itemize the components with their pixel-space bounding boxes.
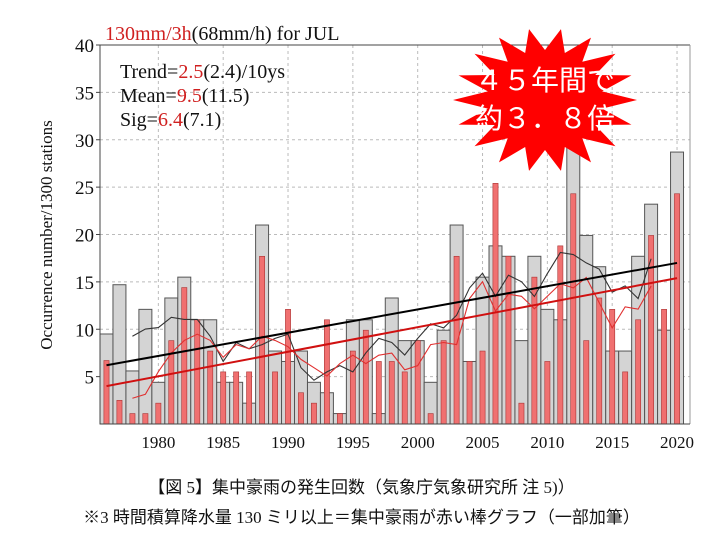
x-tick-label: 1990 bbox=[271, 433, 305, 452]
caption-line-2: ※3 時間積算降水量 130 ミリ以上＝集中豪雨が赤い棒グラフ（一部加筆） bbox=[83, 508, 640, 527]
red-bar bbox=[622, 371, 629, 425]
red-bar bbox=[362, 329, 369, 425]
x-tick-label: 2005 bbox=[466, 433, 500, 452]
red-bar bbox=[518, 402, 525, 425]
red-bar bbox=[583, 340, 590, 425]
red-bar bbox=[349, 350, 356, 425]
y-tick-label: 15 bbox=[75, 273, 94, 294]
chart: 5 10 15 20 25 30 35 40 1980 1985 1990 1995 2000 2005 2… bbox=[37, 23, 694, 452]
red-bar bbox=[103, 360, 110, 425]
red-bar bbox=[285, 309, 291, 425]
red-bar bbox=[155, 402, 162, 425]
red-bar bbox=[401, 371, 408, 425]
x-tick-label: 2015 bbox=[595, 433, 629, 452]
red-bar bbox=[674, 193, 680, 425]
red-bar bbox=[440, 340, 447, 425]
red-moving-average bbox=[132, 276, 652, 399]
gray-bar bbox=[138, 308, 153, 425]
red-bar bbox=[142, 413, 149, 425]
red-bar bbox=[635, 319, 642, 425]
red-bar bbox=[311, 402, 317, 425]
caption-line-1: 【図 5】集中豪雨の発生回数（気象庁気象研究所 注 5)） bbox=[148, 478, 575, 497]
y-tick-label: 10 bbox=[75, 320, 94, 341]
stat-trend: Trend=2.5(2.4)/10ys bbox=[120, 61, 285, 83]
red-bar bbox=[220, 371, 227, 425]
red-bar bbox=[557, 245, 564, 425]
red-bar bbox=[609, 309, 616, 425]
stat-sig: Sig=6.4(7.1) bbox=[120, 109, 221, 131]
annotation-line-1: ４５年間で bbox=[475, 64, 615, 97]
y-axis-label: Occurrence number/1300 stations bbox=[37, 120, 56, 349]
black-trend-line bbox=[106, 261, 678, 367]
red-bar bbox=[233, 371, 240, 425]
y-tick-label: 40 bbox=[75, 36, 94, 57]
y-tick-label: 30 bbox=[75, 131, 94, 152]
red-bar bbox=[661, 309, 667, 425]
x-tick-label: 1985 bbox=[206, 433, 240, 452]
x-tick-label: 1995 bbox=[336, 433, 370, 452]
red-bar bbox=[414, 340, 421, 425]
red-bar bbox=[246, 371, 253, 425]
starburst-shape bbox=[453, 29, 637, 171]
red-bar bbox=[505, 255, 512, 425]
stat-mean: Mean=9.5(11.5) bbox=[120, 85, 249, 107]
red-bar bbox=[298, 392, 304, 425]
red-bar bbox=[116, 400, 123, 425]
red-bar bbox=[129, 413, 136, 425]
y-tick-label: 5 bbox=[85, 368, 95, 389]
red-bar bbox=[375, 361, 382, 425]
red-bar bbox=[336, 413, 343, 425]
black-moving-average bbox=[132, 251, 652, 381]
red-bar bbox=[388, 361, 395, 425]
annotation-line-2: 約３．８倍 bbox=[475, 102, 615, 135]
red-bar bbox=[272, 371, 278, 425]
red-trend-line bbox=[106, 277, 678, 388]
red-bar bbox=[466, 361, 473, 425]
red-bar bbox=[259, 255, 265, 425]
y-tick-label: 20 bbox=[75, 226, 94, 247]
y-tick-label: 35 bbox=[75, 83, 94, 104]
red-bar bbox=[570, 193, 577, 425]
chart-title: 130mm/3h(68mm/h) for JUL bbox=[105, 23, 339, 45]
x-tick-label: 2010 bbox=[530, 433, 564, 452]
y-tick-label: 25 bbox=[75, 178, 94, 199]
red-bar bbox=[544, 361, 551, 425]
red-bar bbox=[492, 183, 499, 425]
red-bar bbox=[207, 350, 214, 425]
x-tick-label: 2000 bbox=[401, 433, 435, 452]
x-tick-label: 1980 bbox=[141, 433, 175, 452]
red-bar bbox=[427, 413, 434, 425]
red-bar bbox=[596, 297, 603, 425]
red-bar bbox=[479, 350, 486, 425]
red-bar bbox=[531, 276, 538, 425]
x-tick-label: 2020 bbox=[660, 433, 694, 452]
red-bar bbox=[181, 287, 188, 425]
